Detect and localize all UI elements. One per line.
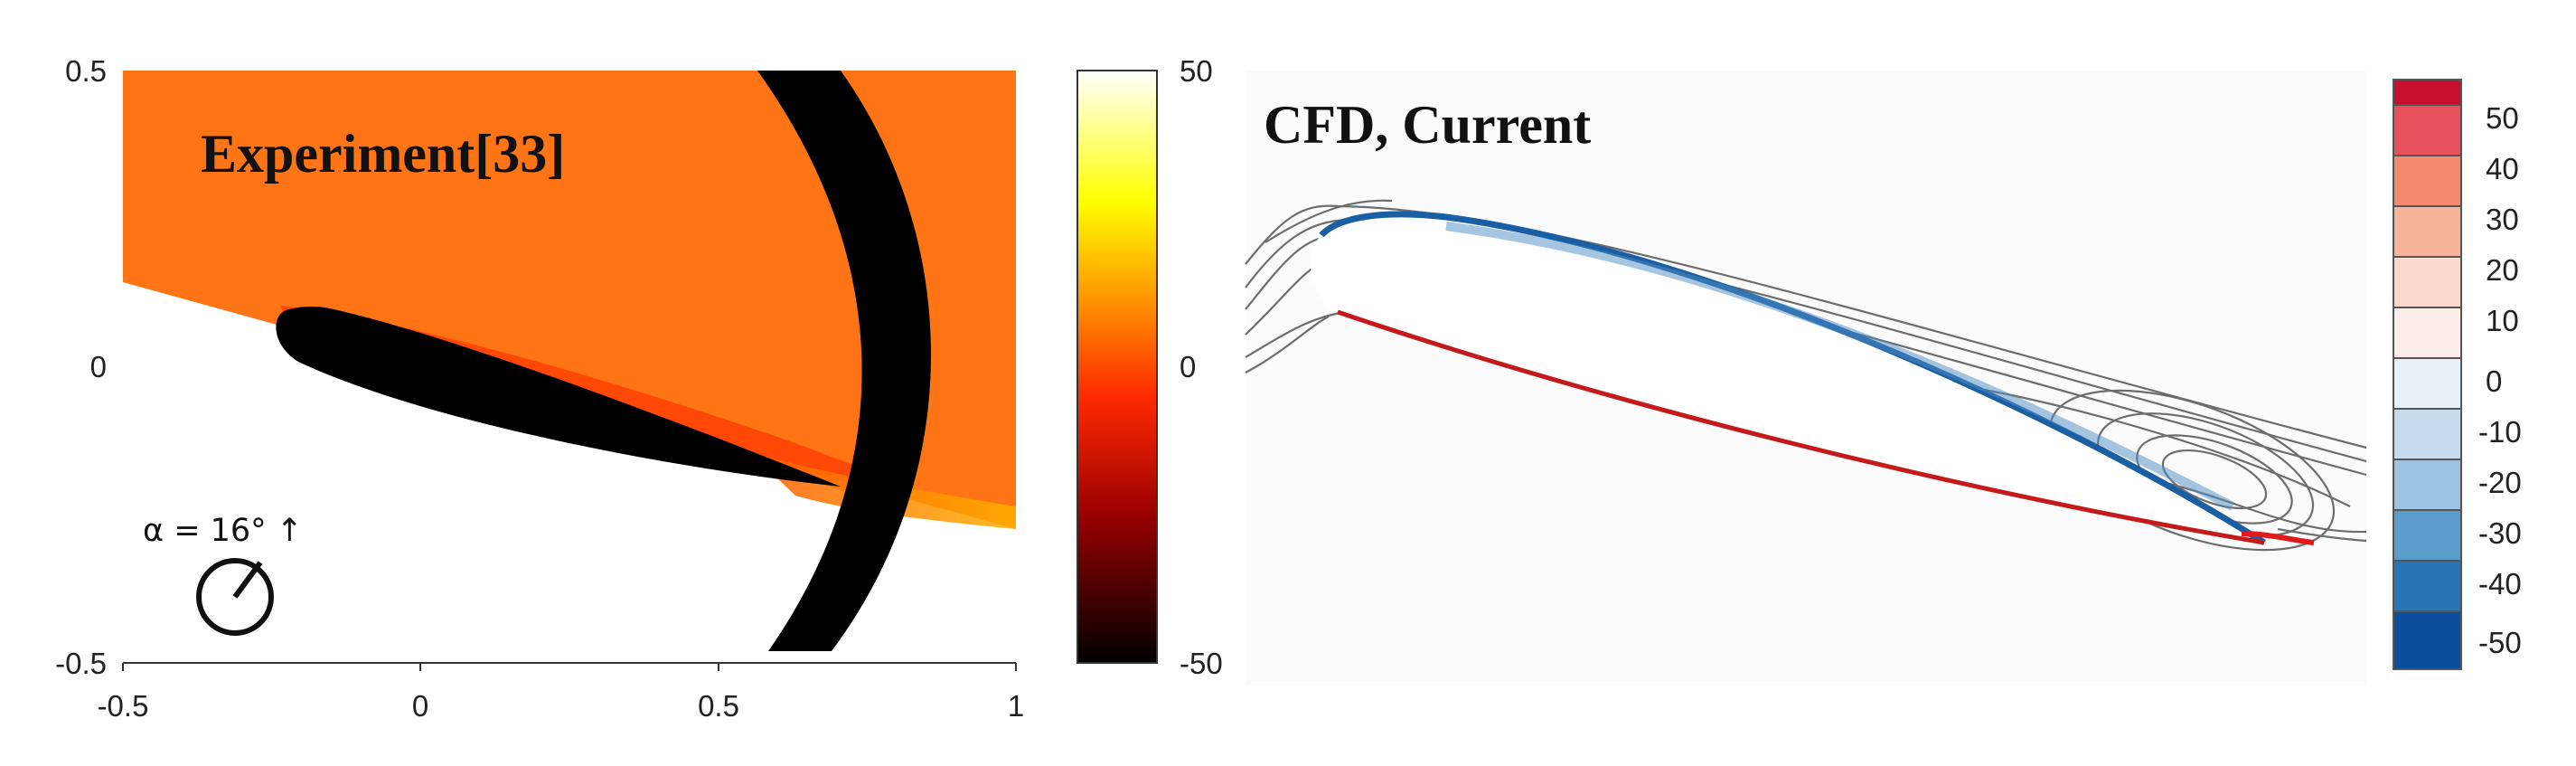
cfd-airfoil bbox=[1311, 213, 2264, 543]
experiment-title: Experiment[33] bbox=[201, 124, 565, 184]
y-tick-label: -0.5 bbox=[55, 647, 107, 680]
x-tick-marks bbox=[122, 663, 1017, 671]
experiment-panel: -0.5 0 0.5 1 0.5 0 -0.5 Experiment[33] α… bbox=[55, 54, 1223, 723]
colorbar-label: -50 bbox=[2478, 626, 2522, 659]
suction-layer bbox=[1445, 222, 2235, 511]
x-tick-label: 0 bbox=[412, 689, 428, 723]
colorbar-label: 10 bbox=[2486, 304, 2519, 337]
colorbar-label: -10 bbox=[2478, 415, 2522, 449]
cfd-colorbar: 50 40 30 20 10 0 -10 -20 -30 -40 -50 bbox=[2393, 79, 2522, 670]
colorbar-label: 50 bbox=[2486, 101, 2519, 135]
cfd-title: CFD, Current bbox=[1264, 95, 1591, 155]
colorbar-label: -30 bbox=[2478, 516, 2522, 550]
support-arc bbox=[757, 71, 931, 651]
experiment-colorbar: 50 0 -50 bbox=[1076, 54, 1223, 680]
colorbar-label: -20 bbox=[2478, 466, 2522, 499]
trailing-edge-spot bbox=[2241, 531, 2315, 545]
airfoil-shadow bbox=[276, 306, 841, 487]
colorbar-label: 40 bbox=[2486, 152, 2519, 185]
colorbar-label: 30 bbox=[2486, 203, 2519, 236]
colorbar-label: -50 bbox=[1180, 647, 1223, 680]
pressure-side bbox=[1337, 309, 2265, 545]
y-tick-label: 0.5 bbox=[65, 54, 107, 88]
x-tick-label: -0.5 bbox=[98, 689, 149, 723]
x-tick-label: 1 bbox=[1008, 689, 1024, 723]
alpha-label: α = 16° ↑ bbox=[143, 513, 303, 549]
x-tick-label: 0.5 bbox=[698, 689, 739, 723]
colorbar-label: 50 bbox=[1180, 54, 1213, 88]
colorbar-label: -40 bbox=[2478, 567, 2522, 601]
colorbar-label: 0 bbox=[1180, 350, 1196, 383]
colorbar-label: 20 bbox=[2486, 253, 2519, 287]
y-tick-label: 0 bbox=[90, 350, 107, 383]
colorbar-label: 0 bbox=[2486, 364, 2502, 398]
angle-dial-icon bbox=[196, 558, 274, 636]
velocity-field bbox=[123, 71, 1016, 529]
cfd-panel: CFD, Current bbox=[1245, 71, 2522, 686]
